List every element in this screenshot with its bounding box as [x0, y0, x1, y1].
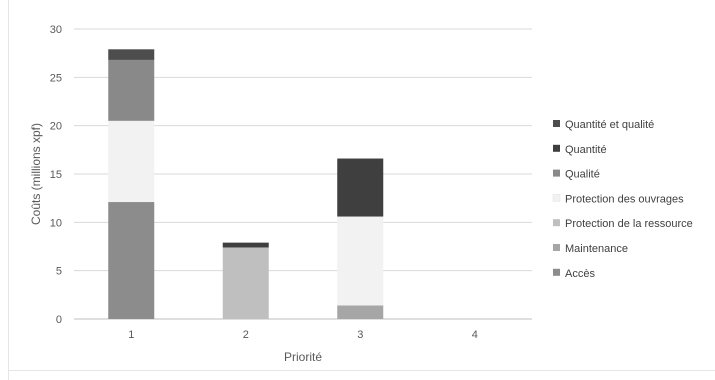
x-tick-label: 1 [128, 329, 134, 341]
bar-segment [108, 49, 155, 60]
x-axis-title: Priorité [284, 350, 322, 364]
bar-segment [108, 59, 155, 121]
x-tick-label: 2 [243, 329, 249, 341]
bar-segment [222, 247, 269, 319]
left-border [8, 0, 9, 380]
y-axis-ticks: 0 5 10 15 20 25 30 [50, 24, 62, 326]
legend-swatch [553, 120, 560, 127]
y-tick-label: 10 [50, 217, 62, 229]
bar-segment [108, 120, 155, 203]
legend-label: Quantité et qualité [565, 119, 654, 131]
gridlines [74, 28, 532, 320]
legend-label: Qualité [565, 169, 600, 181]
y-tick-label: 5 [56, 266, 62, 278]
legend-label: Accès [565, 268, 595, 280]
legend-label: Maintenance [565, 243, 628, 255]
x-tick-label: 4 [472, 329, 478, 341]
legend-swatch [552, 194, 561, 202]
legend: Quantité et qualité Quantité Qualité Protec… [552, 119, 693, 280]
bar-segment [337, 158, 384, 217]
y-tick-label: 15 [50, 169, 62, 181]
legend-swatch [553, 268, 560, 276]
legend-label: Protection de la ressource [565, 218, 693, 230]
legend-label: Quantité [565, 144, 607, 156]
bar-segment [337, 305, 384, 319]
y-tick-label: 30 [50, 24, 62, 36]
legend-swatch [553, 144, 560, 152]
y-tick-label: 25 [50, 72, 62, 84]
y-tick-label: 20 [50, 121, 62, 133]
legend-swatch [553, 169, 560, 177]
legend-label: Protection des ouvrages [565, 193, 684, 205]
x-axis-ticks: 1 2 3 4 [128, 329, 478, 341]
bar-stacks [108, 49, 384, 319]
bar-segment [222, 242, 269, 248]
y-axis-title: Coûts (millions xpf) [29, 123, 43, 225]
legend-swatch [553, 244, 560, 251]
y-tick-label: 0 [56, 314, 62, 326]
bottom-border [8, 370, 715, 371]
legend-swatch [553, 219, 560, 227]
bar-segment [108, 202, 155, 319]
bar-segment [337, 216, 384, 306]
x-tick-label: 3 [357, 329, 363, 341]
